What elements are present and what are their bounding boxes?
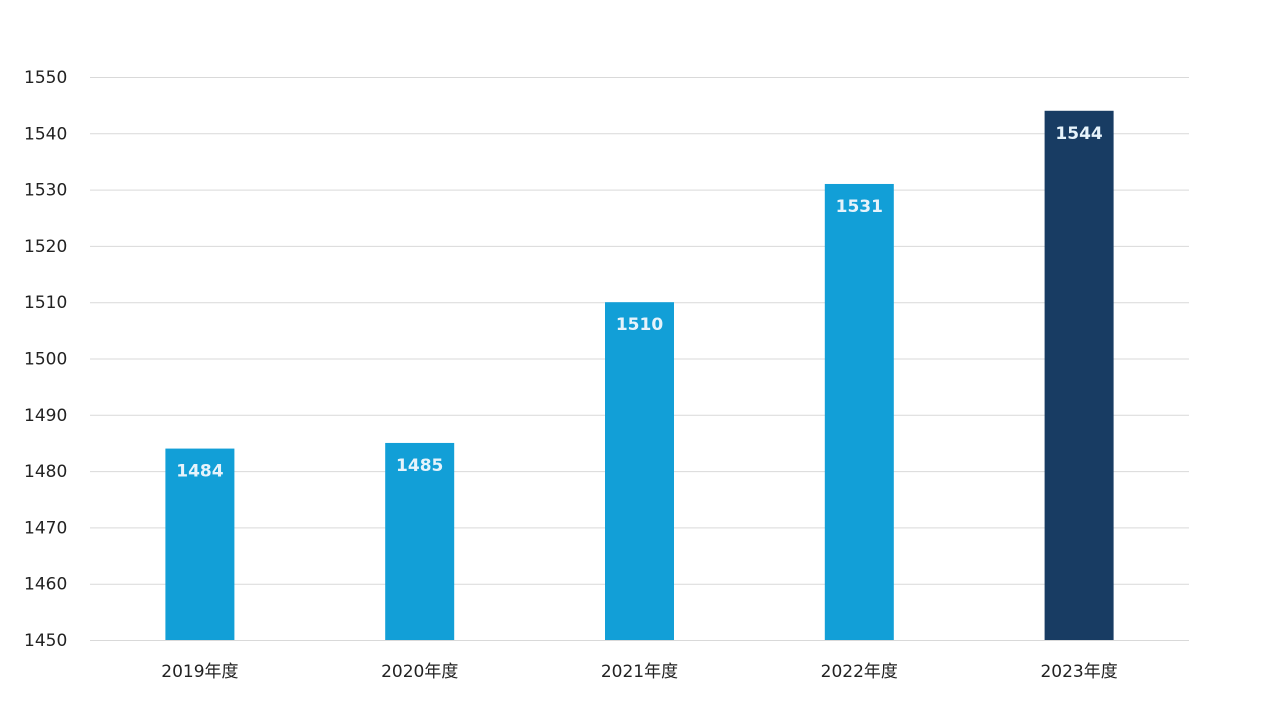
y-tick-label: 1500 <box>24 350 67 370</box>
bar <box>385 442 455 640</box>
bars <box>165 110 1114 640</box>
x-category-label: 2023年度 <box>1040 662 1117 682</box>
y-tick-label: 1480 <box>24 462 67 482</box>
x-category-label: 2021年度 <box>601 662 678 682</box>
y-tick-label: 1470 <box>24 518 67 538</box>
y-tick-label: 1510 <box>24 293 67 313</box>
x-category-label: 2022年度 <box>821 662 898 682</box>
data-label: 1510 <box>616 315 663 335</box>
y-tick-label: 1550 <box>24 68 67 88</box>
data-labels: 1484 1485 1510 1531 1544 <box>176 124 1103 482</box>
y-axis-ticks: 1450 1460 1470 1480 1490 1500 1510 1520 1530 1540… <box>24 68 67 651</box>
x-category-label: 2020年度 <box>381 662 458 682</box>
y-tick-label: 1460 <box>24 575 67 595</box>
bar <box>165 448 235 640</box>
bar <box>824 183 894 640</box>
y-tick-label: 1540 <box>24 124 67 144</box>
data-label: 1484 <box>176 462 223 482</box>
y-tick-label: 1530 <box>24 181 67 201</box>
bar <box>605 302 674 640</box>
data-label: 1544 <box>1055 124 1102 144</box>
x-axis-categories: 2019年度 2020年度 2021年度 2022年度 2023年度 <box>161 662 1117 682</box>
y-tick-label: 1520 <box>24 237 67 257</box>
x-category-label: 2019年度 <box>161 662 238 682</box>
y-tick-label: 1490 <box>24 406 67 426</box>
y-tick-label: 1450 <box>24 631 67 651</box>
bar <box>1044 110 1114 640</box>
data-label: 1485 <box>396 456 443 476</box>
data-label: 1531 <box>836 197 883 217</box>
